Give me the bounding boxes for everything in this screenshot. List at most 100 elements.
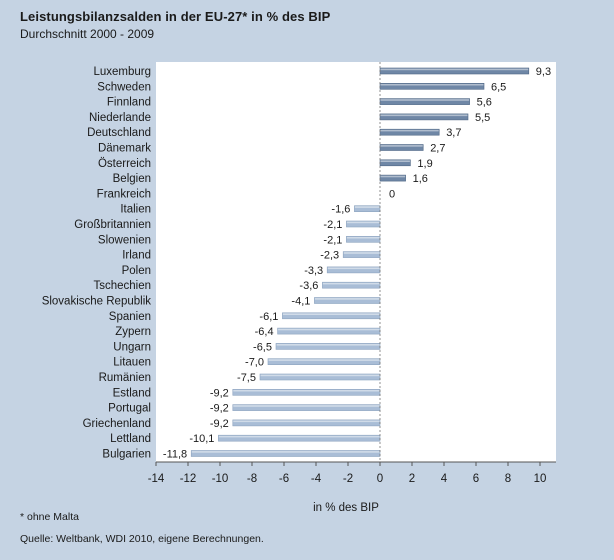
bar [379,98,470,105]
value-label: -9,2 [210,418,229,430]
x-tick-label: -8 [247,473,257,485]
bar-highlight [276,344,380,346]
category-label: Rumänien [99,372,151,384]
value-label: 1,6 [413,173,428,185]
x-tick-label: -2 [343,473,353,485]
category-label: Finnland [107,97,151,109]
bar-highlight [327,267,380,270]
bar [277,327,381,335]
x-axis-ticks: -14 -12 -10 -8 -6 -4 -2 0 2 4 6 8 10 [148,462,547,485]
bar-highlight [233,405,380,407]
bar-highlight [380,114,468,117]
bar-body [379,98,470,105]
category-label: Tschechien [93,280,151,292]
bar [379,174,406,182]
value-label: -9,2 [210,387,229,399]
bar-body [259,373,381,381]
value-label: -7,5 [237,372,256,384]
value-label: -10,1 [189,433,214,445]
bar-highlight [380,83,484,86]
x-tick-label: -4 [311,473,322,485]
value-label: -2,1 [323,234,342,246]
category-label: Griechenland [83,418,151,430]
bar [259,373,381,381]
category-label: Litauen [113,357,151,369]
bar-highlight [380,68,529,71]
bar [346,220,381,228]
category-label: Spanien [109,311,151,323]
value-label: 9,3 [536,66,551,78]
bar [314,297,381,304]
bar-highlight [218,435,380,438]
bar-highlight [191,451,380,453]
bar-highlight [260,374,380,377]
x-tick-label: -12 [180,473,197,485]
bar [232,404,381,411]
bar-body [322,281,381,289]
bar [218,434,381,442]
bar-highlight [380,160,410,162]
bar-body [354,205,381,212]
x-tick-label: -10 [212,473,229,485]
category-label: Estland [113,387,151,399]
bar-highlight [354,206,380,208]
value-labels: 9,3 6,5 5,6 5,5 3,72,7 1,9 1,6 0 -1,6 -2,1 -2,1 -2,… [163,66,551,461]
bar [326,266,381,274]
x-tick-label: 8 [505,473,511,485]
value-label: -6,1 [259,311,278,323]
bar-body [379,113,469,121]
bar [232,419,381,427]
category-label: Bulgarien [102,449,151,461]
value-label: -7,0 [245,357,264,369]
bar [275,343,381,350]
bar-body [314,297,381,304]
value-label: -3,3 [304,265,323,277]
category-label: Ungarn [113,341,151,353]
category-label: Zypern [115,326,151,338]
bar-highlight [268,359,380,361]
bar [379,113,469,121]
x-tick-label: -6 [279,473,289,485]
x-tick-label: 4 [441,473,448,485]
category-label: Schweden [97,81,151,93]
bar-body [379,128,440,136]
bar-highlight [322,282,380,285]
bar-highlight [346,236,380,239]
bar [232,388,381,396]
x-tick-label: 10 [534,473,547,485]
value-label: 3,7 [446,127,461,139]
bar [282,312,381,320]
bar-highlight [278,328,380,331]
bar [190,450,381,457]
value-label: -2,1 [323,219,342,231]
category-label: Irland [122,250,151,262]
bar-highlight [380,129,439,132]
bar-highlight [233,420,380,423]
bars-group [190,67,530,457]
bar-highlight [380,175,406,178]
chart-subtitle: Durchschnitt 2000 - 2009 [20,27,155,41]
value-label: -1,6 [331,204,350,216]
chart-title: Leistungsbilanzsalden in der EU-27* in %… [20,9,331,24]
bar [346,236,381,243]
value-label: 2,7 [430,143,445,155]
category-label: Dänemark [98,143,151,155]
x-tick-label: -14 [148,473,165,485]
bar [379,67,530,75]
source-note: Quelle: Weltbank, WDI 2010, eigene Berec… [20,533,264,545]
bar [379,159,411,167]
value-label: -9,2 [210,403,229,415]
x-tick-label: 0 [377,473,383,485]
footnote: * ohne Malta [20,511,79,523]
bar [354,205,381,212]
category-label: Slowenien [98,234,151,246]
value-label: 0 [389,188,395,200]
bar [342,251,381,258]
x-tick-label: 6 [473,473,479,485]
value-label: 5,6 [477,97,492,109]
category-label: Belgien [113,173,151,185]
category-label: Portugal [108,403,151,415]
value-label: -3,6 [299,280,318,292]
category-label: Frankreich [97,188,151,200]
